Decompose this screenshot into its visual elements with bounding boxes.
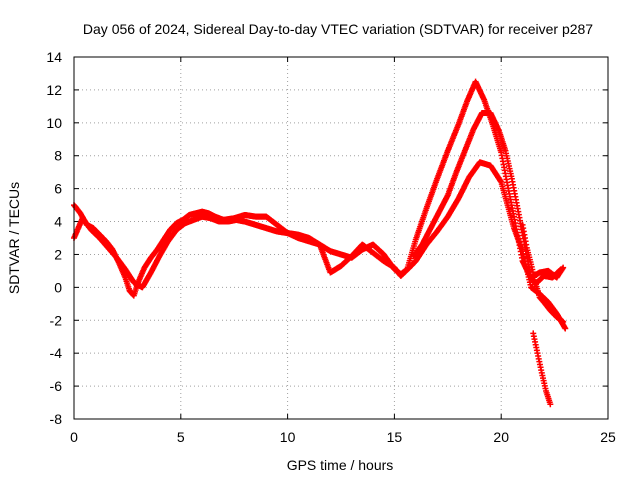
y-tick-label: 4 xyxy=(54,214,62,230)
x-tick-label: 0 xyxy=(70,429,78,445)
data-points xyxy=(71,78,569,408)
data-point xyxy=(562,325,569,332)
x-tick-label: 15 xyxy=(387,429,403,445)
x-tick-label: 25 xyxy=(600,429,616,445)
x-tick-labels: 0 5 10 15 20 25 xyxy=(70,429,616,445)
data-point xyxy=(547,401,554,408)
y-tick-label: 14 xyxy=(46,49,62,65)
y-tick-label: 6 xyxy=(54,181,62,197)
data-point xyxy=(560,318,567,325)
data-point xyxy=(560,264,567,271)
x-tick-label: 5 xyxy=(177,429,185,445)
series-group xyxy=(519,221,567,325)
y-tick-label: -8 xyxy=(50,411,63,427)
y-tick-label: 2 xyxy=(54,246,62,262)
x-axis-label: GPS time / hours xyxy=(287,457,394,473)
y-tick-label: 10 xyxy=(46,115,62,131)
y-tick-labels: -8 -6 -4 -2 0 2 4 6 8 10 12 14 xyxy=(46,49,62,427)
x-tick-label: 20 xyxy=(493,429,509,445)
y-tick-label: 8 xyxy=(54,148,62,164)
y-tick-label: -2 xyxy=(50,312,63,328)
y-tick-label: -6 xyxy=(50,378,63,394)
y-axis-label: SDTVAR / TECUs xyxy=(6,182,22,294)
chart-title: Day 056 of 2024, Sidereal Day-to-day VTE… xyxy=(83,21,593,37)
x-tick-label: 10 xyxy=(280,429,296,445)
series-group xyxy=(530,330,554,408)
series-group xyxy=(410,109,567,281)
series-group xyxy=(71,159,569,332)
y-tick-label: -4 xyxy=(50,345,63,361)
plot-frame xyxy=(73,56,609,420)
y-tick-label: 12 xyxy=(46,82,62,98)
y-tick-label: 0 xyxy=(54,279,62,295)
